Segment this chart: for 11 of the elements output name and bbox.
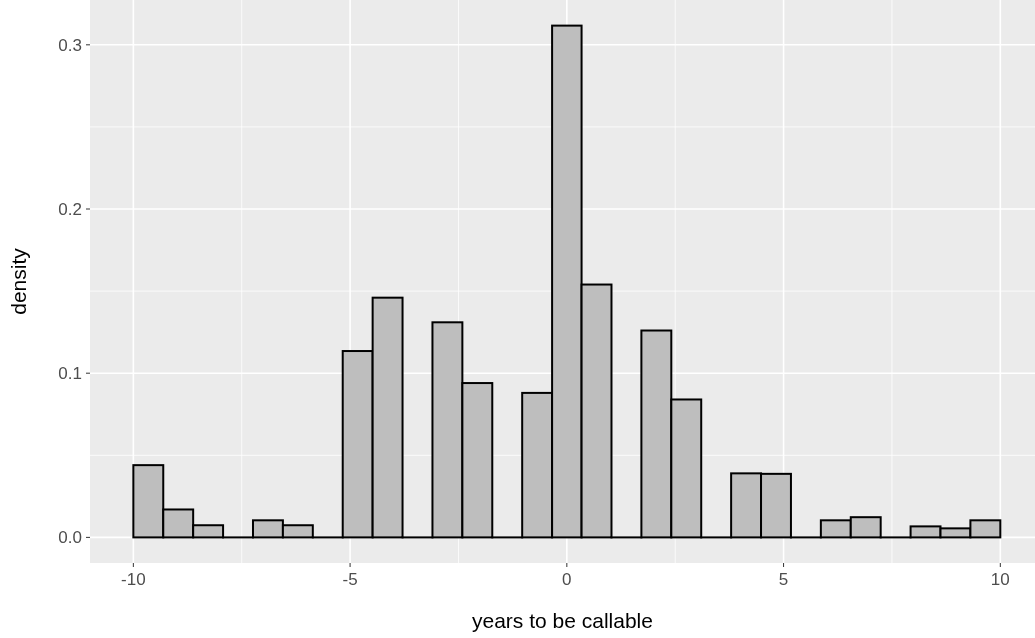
x-axis-title: years to be callable bbox=[472, 609, 653, 632]
y-tick-label: 0.3 bbox=[58, 35, 82, 55]
y-tick-label: 0.2 bbox=[58, 199, 82, 219]
y-tick-label: 0.0 bbox=[58, 528, 82, 548]
x-tick-label: -10 bbox=[121, 570, 146, 589]
y-tick-label: 0.1 bbox=[58, 364, 82, 384]
x-tick-label: -5 bbox=[342, 570, 358, 589]
x-tick-label: 10 bbox=[990, 570, 1010, 589]
x-tick-label: 0 bbox=[562, 570, 572, 589]
x-tick-label: 5 bbox=[778, 570, 789, 589]
y-axis-title: density bbox=[7, 247, 30, 315]
